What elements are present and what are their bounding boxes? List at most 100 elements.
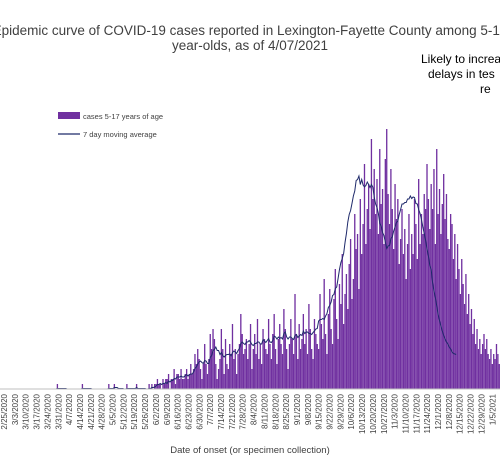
chart-title-line-2: year-olds, as of 4/07/2021: [172, 38, 328, 53]
bar: [233, 359, 235, 389]
bar: [212, 329, 214, 389]
bar: [287, 369, 289, 389]
bar: [185, 369, 188, 389]
bar: [172, 379, 174, 389]
bar: [223, 374, 225, 389]
bar: [148, 384, 150, 389]
bar: [444, 219, 446, 389]
bar: [397, 199, 399, 389]
bar: [401, 209, 403, 389]
bar: [217, 369, 220, 389]
bar: [81, 384, 84, 389]
bar: [202, 364, 204, 389]
bar: [373, 169, 375, 389]
bar: [461, 259, 463, 389]
x-tick-label: 10/20/2020: [369, 393, 378, 434]
bar: [469, 324, 471, 389]
bar: [277, 339, 279, 389]
x-tick-label: 3/24/2020: [43, 393, 52, 429]
x-tick-label: 3/17/2020: [33, 393, 42, 429]
bar: [291, 339, 293, 389]
bar: [359, 199, 361, 389]
x-tick-label: 5/26/2020: [141, 393, 150, 429]
bar: [56, 384, 59, 389]
bar: [447, 239, 449, 389]
bar: [345, 274, 348, 389]
bar: [486, 339, 488, 389]
legend-line-label: 7 day moving average: [83, 130, 157, 139]
bar: [206, 374, 209, 389]
bar: [451, 224, 453, 389]
bar: [251, 369, 253, 389]
bar: [329, 289, 331, 389]
bar: [286, 349, 288, 389]
bar: [484, 349, 487, 389]
bar: [197, 349, 199, 389]
bar: [309, 329, 311, 389]
x-axis-title: Date of onset (or specimen collection): [170, 445, 329, 456]
bar: [470, 309, 473, 389]
x-tick-label: 9/8/2020: [304, 393, 313, 425]
bar: [494, 359, 496, 389]
bar: [390, 169, 392, 389]
bar: [226, 364, 228, 389]
bar: [347, 309, 349, 389]
bar: [256, 319, 259, 389]
bar: [348, 264, 350, 389]
bar: [468, 294, 470, 389]
bar: [342, 324, 345, 389]
bar: [298, 324, 300, 389]
bar: [452, 259, 455, 389]
bar: [297, 359, 299, 389]
bar: [180, 369, 182, 389]
bar: [358, 289, 360, 389]
bar: [387, 194, 389, 389]
bar: [426, 164, 428, 389]
bar: [330, 329, 332, 389]
bar: [210, 349, 213, 389]
bar: [190, 364, 192, 389]
bar: [331, 344, 334, 389]
bar: [455, 279, 457, 389]
bar: [177, 374, 179, 389]
bar: [199, 369, 202, 389]
bar: [324, 334, 327, 389]
bar: [361, 254, 363, 389]
x-tick-label: 9/15/2020: [315, 393, 324, 429]
x-tick-label: 7/21/2020: [228, 393, 237, 429]
bar: [319, 294, 321, 389]
bar: [316, 344, 318, 389]
bar: [195, 364, 198, 389]
x-tick-label: 5/19/2020: [130, 393, 139, 429]
bar: [412, 254, 414, 389]
bar: [402, 254, 405, 389]
bar: [247, 359, 249, 389]
bar: [263, 339, 266, 389]
x-tick-label: 11/17/2020: [412, 393, 421, 433]
bar: [349, 239, 352, 389]
bar: [269, 344, 271, 389]
bar: [405, 279, 407, 389]
x-tick-label: 11/24/2020: [423, 393, 432, 433]
bar: [216, 379, 218, 389]
bar: [290, 319, 292, 389]
bar: [165, 379, 167, 389]
bar: [434, 244, 437, 389]
bar: [404, 229, 406, 389]
bar: [391, 209, 393, 389]
bar: [449, 214, 452, 389]
bar: [262, 329, 264, 389]
bar: [474, 344, 477, 389]
bar: [270, 359, 273, 389]
bar: [493, 354, 495, 389]
bar: [488, 359, 491, 389]
bar: [336, 319, 338, 389]
bar: [437, 214, 439, 389]
x-tick-label: 6/2/2020: [152, 393, 161, 425]
bar: [408, 214, 410, 389]
bar: [259, 344, 261, 389]
bar: [295, 334, 298, 389]
bar: [463, 304, 466, 389]
bar: [313, 319, 316, 389]
bar: [188, 374, 191, 389]
